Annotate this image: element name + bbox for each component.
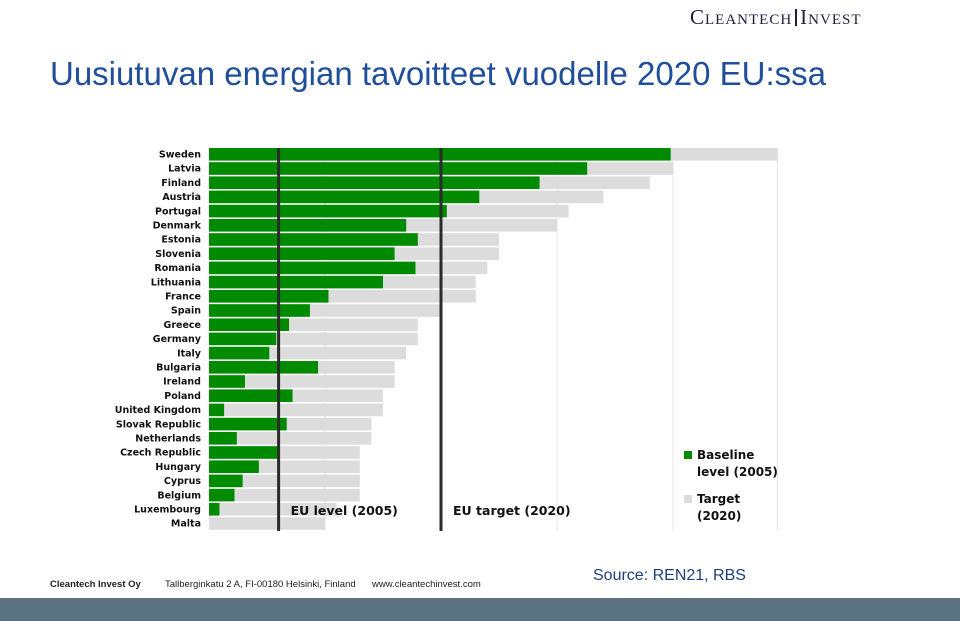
legend-label-baseline-line2: level (2005) (697, 465, 778, 479)
bar-target-malta (209, 517, 325, 530)
legend: Baseline level (2005) Target (2020) (684, 448, 778, 523)
bar-baseline-netherlands (209, 432, 237, 445)
legend-label-target-line2: (2020) (697, 509, 741, 523)
bar-baseline-denmark (209, 219, 407, 232)
y-label-luxembourg: Luxembourg (134, 505, 201, 516)
y-label-finland: Finland (161, 178, 201, 189)
y-label-sweden: Sweden (159, 150, 201, 161)
renewables-chart: Sweden Latvia Finland Austria Portugal Denmar… (115, 148, 778, 531)
bar-baseline-estonia (209, 233, 418, 246)
legend-swatch-target (684, 495, 692, 503)
bar-baseline-latvia (209, 162, 588, 175)
y-label-italy: Italy (177, 348, 202, 359)
bar-baseline-united-kingdom (209, 403, 225, 417)
bar-target-netherlands (209, 432, 372, 445)
source-note: Source: REN21, RBS (593, 567, 746, 584)
y-label-denmark: Denmark (153, 221, 202, 232)
bar-baseline-spain (209, 304, 310, 317)
footer-website[interactable]: www.cleantechinvest.com (372, 579, 481, 590)
y-label-slovak-republic: Slovak Republic (116, 419, 201, 430)
logo-word-left: Cleantech (690, 5, 793, 29)
bar-baseline-france (209, 290, 329, 303)
y-label-poland: Poland (164, 391, 201, 402)
bar-baseline-greece (209, 318, 290, 331)
legend-label-baseline-line1: Baseline (697, 448, 754, 462)
y-label-czech-republic: Czech Republic (120, 448, 201, 459)
y-label-germany: Germany (153, 334, 202, 345)
reference-label-eu-level-2005-: EU level (2005) (291, 503, 398, 518)
bar-baseline-cyprus (209, 474, 243, 488)
footer-address: Tallberginkatu 2 A, FI-00180 Helsinki, F… (165, 579, 356, 590)
footer-company: Cleantech Invest Oy (50, 579, 141, 590)
y-label-france: France (165, 292, 201, 303)
logo-word-right: Invest (800, 5, 862, 29)
bar-target-luxembourg (209, 503, 337, 516)
y-label-hungary: Hungary (155, 462, 201, 473)
y-label-malta: Malta (171, 519, 201, 530)
bar-target-belgium (209, 488, 360, 502)
logo-separator (795, 9, 798, 26)
y-label-netherlands: Netherlands (135, 434, 201, 445)
bar-baseline-czech-republic (209, 446, 280, 459)
bar-baseline-austria (209, 190, 480, 204)
y-label-cyprus: Cyprus (164, 476, 201, 487)
y-label-ireland: Ireland (163, 377, 201, 388)
company-logo: Cleantech Invest (690, 5, 862, 30)
y-label-belgium: Belgium (157, 490, 201, 501)
bar-baseline-portugal (209, 204, 447, 218)
bar-baseline-bulgaria (209, 361, 319, 374)
y-label-austria: Austria (162, 192, 201, 203)
bar-baseline-poland (209, 389, 293, 402)
bar-baseline-belgium (209, 488, 235, 502)
y-label-united-kingdom: United Kingdom (115, 405, 201, 416)
bar-baseline-luxembourg (209, 503, 220, 516)
y-label-slovenia: Slovenia (155, 249, 201, 260)
y-label-lithuania: Lithuania (151, 277, 201, 288)
bar-target-ireland (209, 375, 395, 388)
bar-target-united-kingdom (209, 403, 383, 417)
y-label-greece: Greece (164, 320, 201, 331)
bar-baseline-germany (209, 332, 277, 346)
y-label-latvia: Latvia (168, 164, 201, 175)
bottom-band (0, 598, 960, 621)
bar-baseline-ireland (209, 375, 245, 388)
y-axis-labels: Sweden Latvia Finland Austria Portugal Denmar… (115, 150, 202, 530)
legend-label-target-line1: Target (697, 492, 740, 506)
bar-baseline-hungary (209, 460, 259, 473)
bar-baseline-romania (209, 261, 416, 275)
bars-group (209, 148, 778, 530)
bar-baseline-italy (209, 346, 270, 360)
y-label-portugal: Portugal (155, 206, 201, 217)
legend-swatch-baseline (684, 451, 692, 459)
y-label-bulgaria: Bulgaria (156, 363, 201, 374)
bar-baseline-slovak-republic (209, 417, 287, 431)
bar-baseline-slovenia (209, 247, 395, 260)
bar-target-cyprus (209, 474, 360, 488)
reference-label-eu-target-2020-: EU target (2020) (453, 503, 571, 518)
reference-lines: EU level (2005) EU target (2020) (277, 148, 571, 531)
y-label-estonia: Estonia (161, 235, 201, 246)
page-title: Uusiutuvan energian tavoitteet vuodelle … (50, 55, 826, 92)
y-label-romania: Romania (154, 263, 201, 274)
bar-baseline-finland (209, 176, 540, 189)
y-label-spain: Spain (171, 306, 201, 317)
bar-baseline-lithuania (209, 275, 383, 289)
